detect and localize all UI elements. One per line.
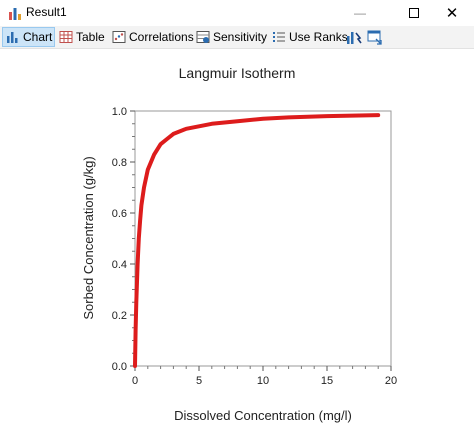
x-tick-label: 5 — [196, 375, 202, 387]
minimize-button[interactable]: — — [337, 0, 383, 26]
tab-sensitivity-label: Sensitivity — [213, 30, 268, 44]
maximize-icon — [409, 8, 419, 18]
series-line — [133, 113, 381, 368]
x-tick-label: 0 — [132, 375, 138, 387]
tab-table-label: Table — [76, 30, 105, 44]
window-titlebar: Result1 — ✕ — [0, 0, 474, 26]
plot-area — [134, 110, 392, 367]
y-tick-label: 0.2 — [112, 310, 127, 322]
correlations-icon — [112, 31, 126, 43]
tab-correlations[interactable]: Correlations — [112, 27, 194, 47]
tab-correlations-label: Correlations — [129, 30, 194, 44]
chart-settings-button[interactable] — [346, 27, 365, 47]
chart-title: Langmuir Isotherm — [179, 65, 296, 81]
close-icon: ✕ — [445, 5, 459, 22]
y-axis: 0.0 0.2 0.4 0.6 0.8 1.0 — [112, 106, 135, 373]
x-tick-label: 10 — [257, 375, 269, 387]
y-tick-label: 0.0 — [112, 361, 127, 373]
sensitivity-icon — [196, 31, 210, 43]
y-tick-label: 0.8 — [112, 157, 127, 169]
x-tick-label: 20 — [385, 375, 397, 387]
use-ranks-toggle[interactable]: Use Ranks — [272, 27, 348, 47]
window-export-icon — [367, 30, 382, 45]
minimize-icon: — — [354, 6, 366, 20]
window-title: Result1 — [26, 5, 67, 19]
chart-icon — [7, 32, 18, 43]
toolbar: Chart Table Correlations Sensitivity — [0, 26, 474, 49]
x-tick-label: 15 — [321, 375, 333, 387]
app-chart-icon — [9, 8, 21, 20]
y-tick-label: 0.4 — [112, 259, 127, 271]
chart-settings-icon — [347, 32, 362, 44]
y-tick-label: 0.6 — [112, 208, 127, 220]
tab-chart[interactable]: Chart — [2, 27, 55, 47]
tab-chart-label: Chart — [23, 30, 53, 44]
maximize-button[interactable] — [391, 0, 437, 26]
chart: Langmuir Isotherm 0.0 0.2 0.4 0.6 0.8 1.0 0 5 1… — [81, 65, 397, 423]
y-axis-label: Sorbed Concentration (g/kg) — [81, 156, 96, 319]
close-button[interactable]: ✕ — [429, 0, 474, 26]
x-axis: 0 5 10 15 20 — [132, 366, 397, 387]
export-button[interactable] — [367, 27, 386, 47]
tab-sensitivity[interactable]: Sensitivity — [196, 27, 267, 47]
x-axis-label: Dissolved Concentration (mg/l) — [174, 408, 352, 423]
y-tick-label: 1.0 — [112, 106, 127, 118]
table-icon — [59, 31, 73, 43]
use-ranks-label: Use Ranks — [289, 30, 348, 44]
tab-table[interactable]: Table — [59, 27, 105, 47]
list-icon — [273, 32, 285, 42]
